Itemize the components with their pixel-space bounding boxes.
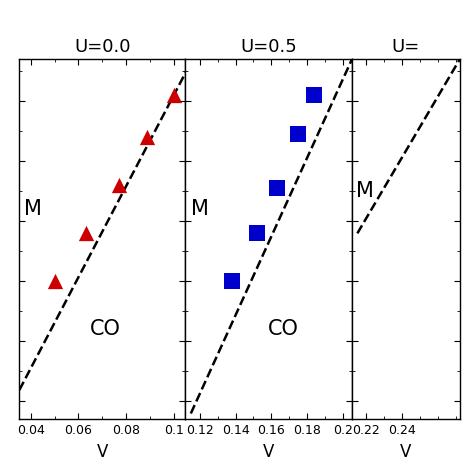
Point: [228, 278, 236, 285]
Title: U=0.5: U=0.5: [240, 38, 297, 56]
Point: [144, 134, 151, 141]
Point: [273, 184, 281, 192]
Text: M: M: [24, 200, 42, 219]
Point: [170, 91, 177, 99]
Point: [253, 229, 261, 237]
Point: [310, 91, 318, 99]
X-axis label: V: V: [97, 443, 108, 461]
Text: CO: CO: [268, 319, 299, 339]
Text: M: M: [191, 200, 209, 219]
Point: [115, 182, 123, 189]
Text: M: M: [356, 182, 374, 201]
Point: [294, 130, 302, 138]
X-axis label: V: V: [263, 443, 274, 461]
Title: U=0.0: U=0.0: [74, 38, 130, 56]
X-axis label: V: V: [400, 443, 411, 461]
Point: [82, 229, 90, 237]
Point: [51, 278, 58, 285]
Text: CO: CO: [91, 319, 121, 339]
Title: U=: U=: [392, 38, 420, 56]
